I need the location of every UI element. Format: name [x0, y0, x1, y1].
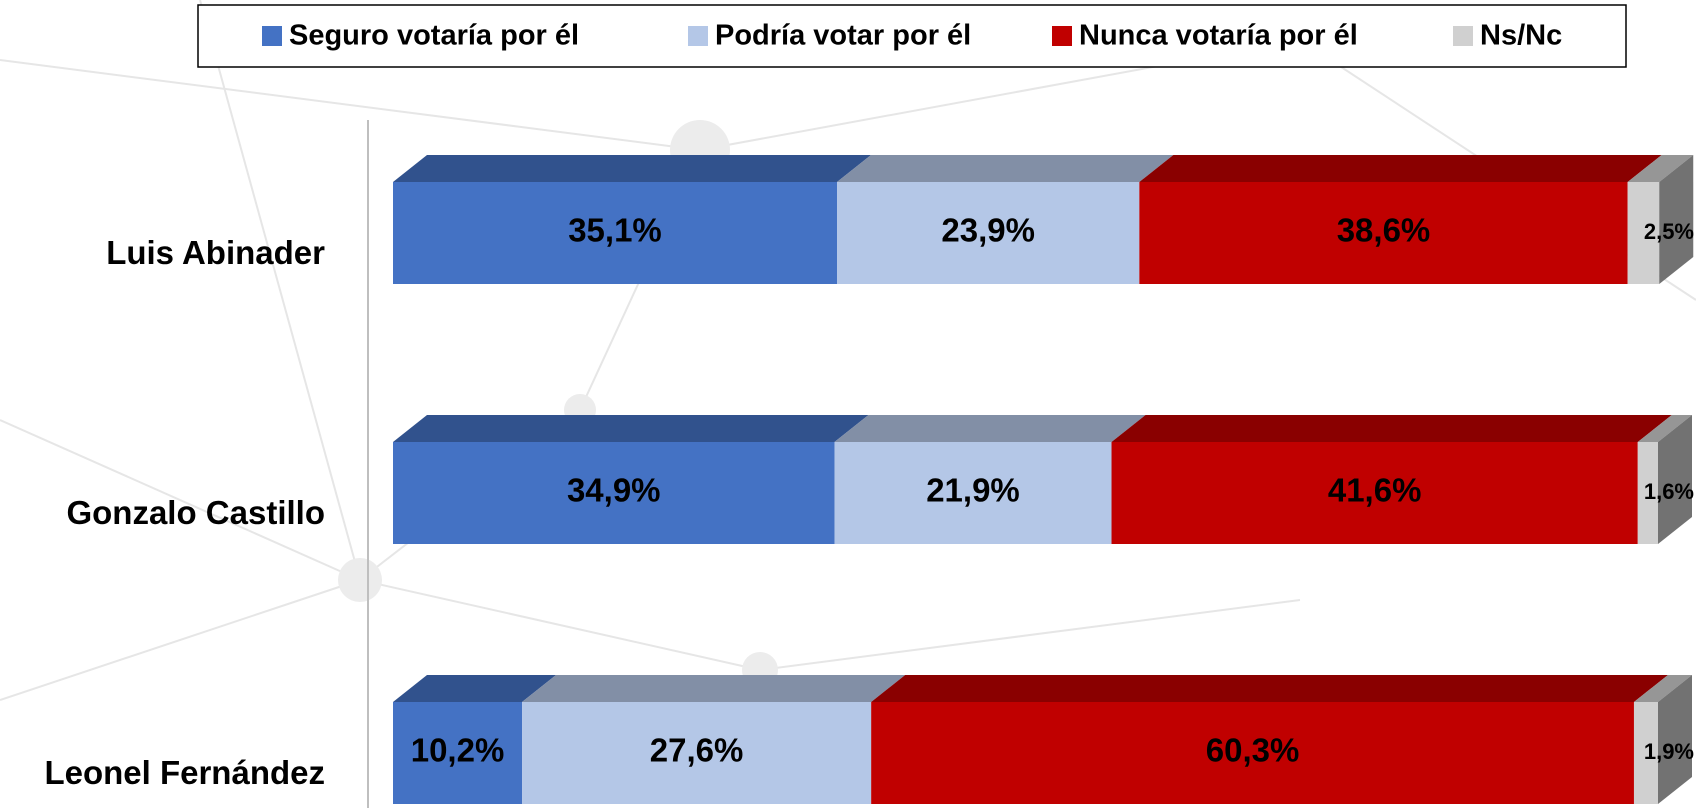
category-label: Luis Abinader	[106, 234, 325, 271]
value-label: 1,9%	[1644, 739, 1694, 764]
bar-top	[837, 155, 1174, 182]
legend-swatch	[1052, 26, 1072, 46]
legend-label: Nunca votaría por él	[1079, 20, 1358, 52]
legend-swatch	[1453, 26, 1473, 46]
bar	[871, 702, 1634, 804]
bar	[1111, 442, 1638, 544]
value-label: 1,6%	[1644, 479, 1694, 504]
bar	[393, 702, 523, 804]
category-label: Gonzalo Castillo	[66, 494, 325, 531]
bar	[393, 442, 835, 544]
bar-top	[393, 415, 869, 442]
legend-swatch	[262, 26, 282, 46]
value-label: 38,6%	[1337, 212, 1431, 249]
value-label: 41,6%	[1328, 472, 1422, 509]
bar-side	[1658, 675, 1692, 804]
bar-side	[1658, 415, 1692, 544]
bar	[837, 182, 1140, 284]
bar-top	[522, 675, 906, 702]
bar-top	[834, 415, 1146, 442]
bar-top	[1627, 155, 1694, 182]
legend-label: Seguro votaría por él	[289, 20, 579, 52]
bar-top	[1633, 675, 1692, 702]
value-label: 23,9%	[941, 212, 1035, 249]
bar-top	[1111, 415, 1672, 442]
value-label: 10,2%	[411, 732, 505, 769]
bar-top	[1637, 415, 1692, 442]
bar	[834, 442, 1112, 544]
bar	[1633, 702, 1658, 804]
background-network	[0, 0, 1696, 701]
legend-swatch	[688, 26, 708, 46]
bar	[1627, 182, 1660, 284]
legend-label: Ns/Nc	[1480, 20, 1562, 52]
bar	[522, 702, 872, 804]
bar-side	[1659, 155, 1694, 284]
bar	[393, 182, 838, 284]
bar-top	[393, 155, 872, 182]
bar-top	[1139, 155, 1662, 182]
value-label: 60,3%	[1206, 732, 1300, 769]
bar-top	[393, 675, 557, 702]
bar	[1139, 182, 1628, 284]
legend-box	[197, 4, 1627, 68]
value-label: 2,5%	[1644, 219, 1694, 244]
legend-label: Podría votar por él	[715, 20, 971, 52]
bar-top	[871, 675, 1668, 702]
value-label: 27,6%	[650, 732, 744, 769]
value-label: 35,1%	[568, 212, 662, 249]
bar	[1637, 442, 1658, 544]
value-label: 21,9%	[926, 472, 1020, 509]
value-label: 34,9%	[567, 472, 661, 509]
category-label: Leonel Fernández	[44, 754, 325, 791]
